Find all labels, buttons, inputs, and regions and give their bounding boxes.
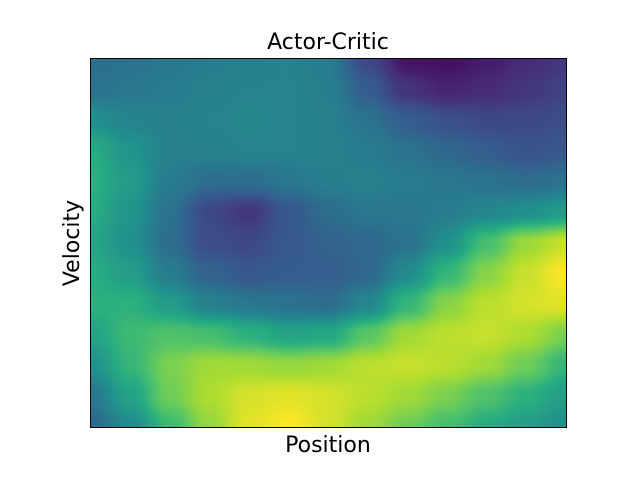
x-axis-label: Position	[285, 433, 371, 458]
plot-area	[90, 58, 566, 427]
chart-title: Actor-Critic	[267, 30, 389, 55]
y-axis-label: Velocity	[60, 200, 85, 286]
axes-frame	[90, 58, 567, 428]
heatmap-image	[90, 58, 566, 427]
